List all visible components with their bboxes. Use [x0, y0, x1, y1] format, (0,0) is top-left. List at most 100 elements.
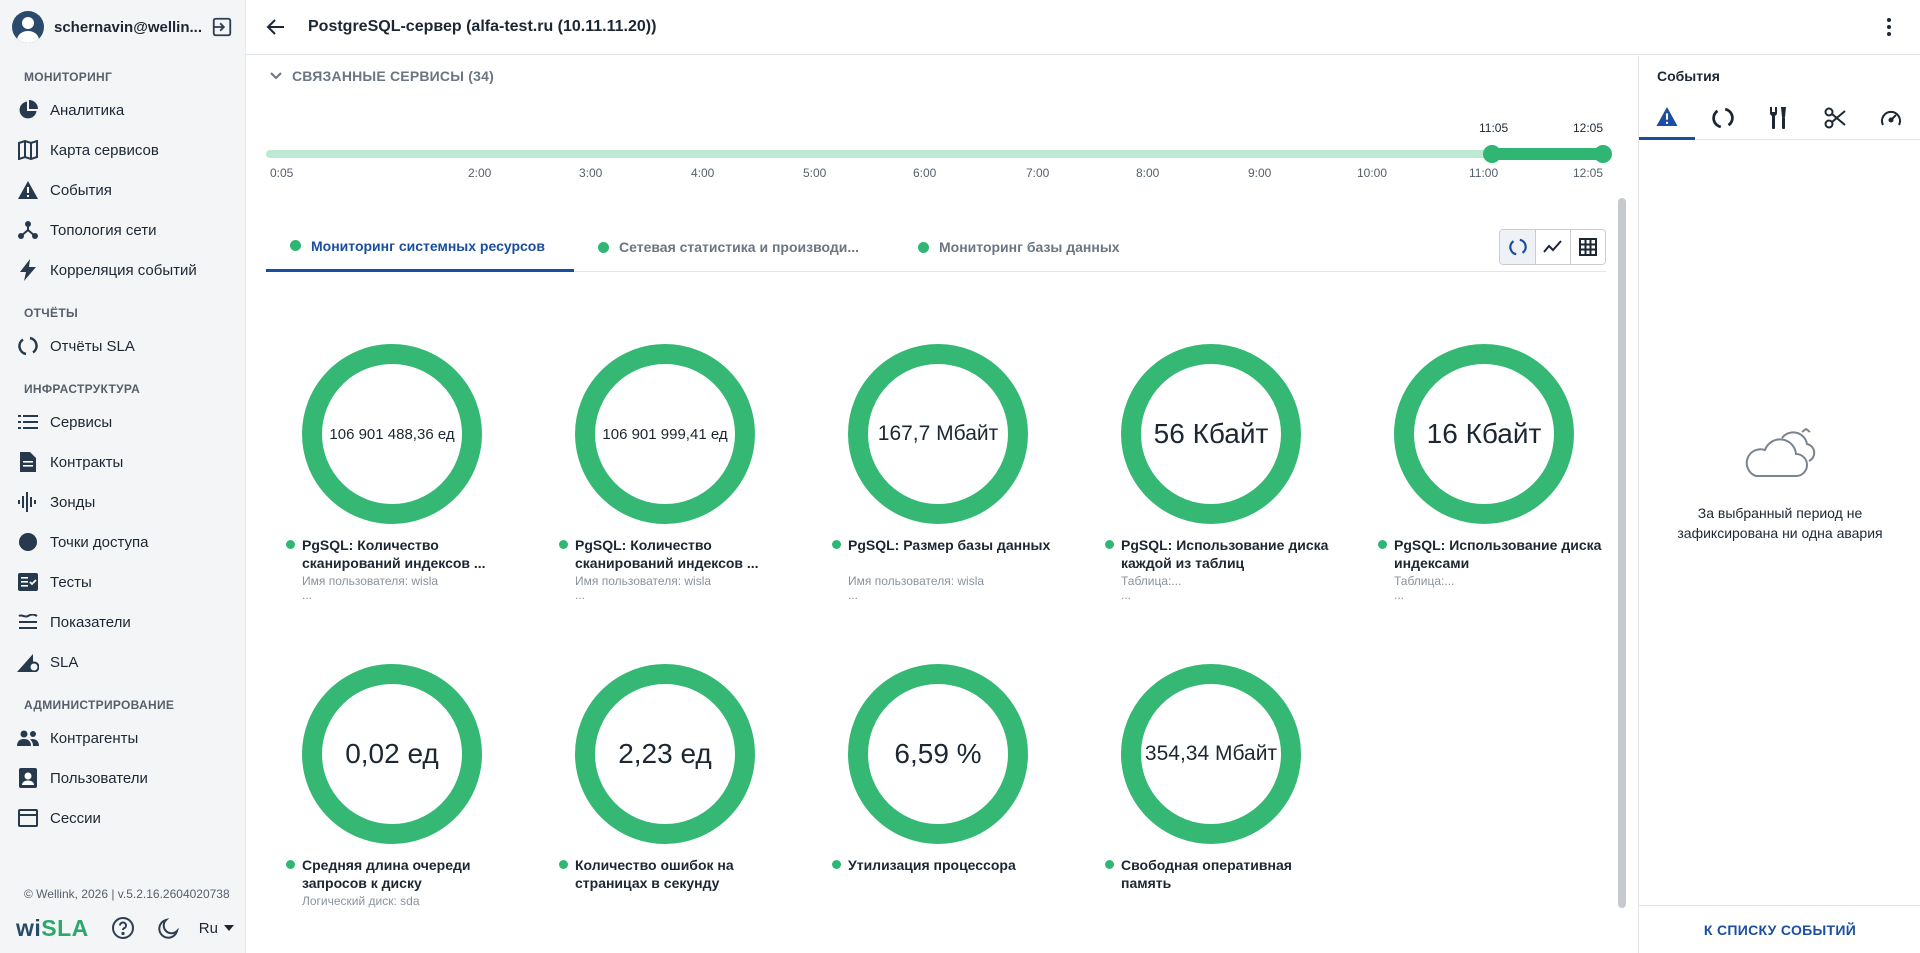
page-header: PostgreSQL-сервер (alfa-test.ru (10.11.1…: [246, 0, 1920, 55]
sidebar-item-contracts[interactable]: Контракты: [0, 442, 245, 482]
metric-sub-text: Таблица:...: [1121, 574, 1182, 588]
scrollbar[interactable]: [1618, 198, 1626, 908]
sidebar-item-access-points[interactable]: Точки доступа: [0, 522, 245, 562]
sidebar-item-services[interactable]: Сервисы: [0, 402, 245, 442]
sidebar-item-correlation[interactable]: Корреляция событий: [0, 250, 245, 290]
timeline-label: 10:00: [1357, 166, 1388, 180]
window-icon: [17, 807, 39, 829]
sidebar-item-sessions[interactable]: Сессии: [0, 798, 245, 838]
metric-value: 56 Кбайт: [1153, 418, 1269, 449]
metric-donut: 2,23 ед: [575, 664, 755, 844]
tab-system-resources[interactable]: Мониторинг системных ресурсов: [266, 222, 574, 272]
metric-sub-text: Имя пользователя: wisla: [848, 574, 985, 588]
section-monitoring: МОНИТОРИНГ: [24, 70, 113, 84]
map-icon: [17, 139, 39, 161]
tab-database-monitoring[interactable]: Мониторинг базы данных: [918, 222, 1120, 272]
metric-value: 0,02 ед: [345, 738, 439, 769]
timeline-selection[interactable]: [1492, 148, 1602, 160]
tools-icon: [1770, 107, 1786, 129]
people-icon: [17, 727, 39, 749]
status-dot: [598, 241, 609, 253]
metric-sub-more: ...: [1121, 588, 1132, 602]
sidebar-item-label: Корреляция событий: [50, 261, 197, 279]
timeline-handle-end[interactable]: [1594, 145, 1612, 163]
scissors-icon: [1824, 107, 1846, 129]
timeline-label: 8:00: [1136, 166, 1160, 180]
metric-title: Количество ошибок на страницах в секунду: [559, 856, 785, 892]
timeline-selection-start: 11:05: [1479, 121, 1509, 135]
metric-donut: 16 Кбайт: [1394, 344, 1574, 524]
back-arrow-icon[interactable]: [264, 15, 288, 39]
status-dot: [290, 240, 301, 251]
sidebar-item-topology[interactable]: Топология сети: [0, 210, 245, 250]
metric-sub-more: ...: [302, 588, 313, 602]
table-view-button[interactable]: [1570, 230, 1605, 264]
metric-title-text: PgSQL: Количество сканирований индексов …: [575, 537, 759, 571]
metric-value: 167,7 Мбайт: [877, 422, 999, 445]
metric-title: Утилизация процессора: [832, 856, 1058, 874]
sidebar-item-label: Карта сервисов: [50, 141, 159, 159]
sidebar-item-service-map[interactable]: Карта сервисов: [0, 130, 245, 170]
help-icon[interactable]: [111, 916, 135, 940]
status-dot: [1105, 540, 1114, 549]
metric-sub-more: ...: [575, 588, 586, 602]
timeline-label: 3:00: [579, 166, 603, 180]
metric-title-text: Количество ошибок на страницах в секунду: [575, 857, 734, 891]
status-dot: [1105, 860, 1114, 869]
events-tab-performance[interactable]: [1863, 96, 1919, 140]
user-name[interactable]: schernavin@wellin...: [54, 18, 203, 36]
sidebar-item-label: Контракты: [50, 453, 124, 471]
tab-label: Мониторинг системных ресурсов: [311, 237, 545, 254]
events-tab-cuts[interactable]: [1807, 96, 1863, 140]
metric-donut: 106 901 999,41 ед: [575, 344, 755, 524]
events-tab-sla[interactable]: [1695, 96, 1751, 140]
line-chart-view-button[interactable]: [1535, 230, 1570, 264]
sidebar-item-probes[interactable]: Зонды: [0, 482, 245, 522]
timeline-handle-start[interactable]: [1483, 145, 1501, 163]
metric-subtitle: Логический диск: sda: [302, 894, 420, 908]
timeline-label: 6:00: [913, 166, 937, 180]
events-tabs: [1639, 96, 1920, 140]
metric-subtitle: Имя пользователя: wisla...: [302, 574, 438, 602]
metric-title: PgSQL: Размер базы данных: [832, 536, 1058, 554]
sidebar-item-tests[interactable]: Тесты: [0, 562, 245, 602]
status-dot: [1378, 540, 1387, 549]
timeline-label: 2:00: [468, 166, 492, 180]
sidebar-item-indicators[interactable]: Показатели: [0, 602, 245, 642]
section-reports: ОТЧЁТЫ: [24, 306, 79, 320]
sidebar-bottom-bar: wiSLA Ru: [16, 913, 234, 943]
chevron-down-icon: [270, 72, 282, 80]
checklist-icon: [17, 571, 39, 593]
events-tab-maintenance[interactable]: [1751, 96, 1807, 140]
metric-sub-text: Имя пользователя: wisla: [575, 574, 712, 588]
timeline-label: 0:05: [270, 166, 294, 180]
donut-view-button[interactable]: [1500, 230, 1535, 264]
sidebar-item-counterparties[interactable]: Контрагенты: [0, 718, 245, 758]
lines-icon: [17, 611, 39, 633]
metric-title-text: Свободная оперативная память: [1121, 857, 1292, 891]
sidebar-item-analytics[interactable]: Аналитика: [0, 90, 245, 130]
sidebar-item-sla[interactable]: SLA: [0, 642, 245, 682]
metric-title: PgSQL: Использование диска индексами: [1378, 536, 1604, 572]
moon-icon[interactable]: [157, 916, 181, 940]
language-select[interactable]: Ru: [199, 920, 234, 937]
table-icon: [1579, 238, 1597, 256]
user-block[interactable]: schernavin@wellin...: [0, 0, 245, 54]
metric-subtitle: Имя пользователя: wisla...: [575, 574, 711, 602]
sidebar-item-events[interactable]: События: [0, 170, 245, 210]
more-menu-icon[interactable]: [1886, 16, 1892, 38]
events-list-link[interactable]: К СПИСКУ СОБЫТИЙ: [1639, 905, 1920, 953]
logout-icon[interactable]: [211, 16, 233, 38]
circle-arrows-icon: [1508, 238, 1527, 256]
events-tab-alarms[interactable]: [1639, 96, 1695, 140]
avatar[interactable]: [12, 11, 44, 43]
section-administration: АДМИНИСТРИРОВАНИЕ: [24, 698, 175, 712]
metric-title: Свободная оперативная память: [1105, 856, 1331, 892]
status-dot: [559, 860, 568, 869]
timeline-track[interactable]: [266, 150, 1602, 158]
sidebar-item-sla-reports[interactable]: Отчёты SLA: [0, 326, 245, 366]
metric-title-text: Средняя длина очереди запросов к диску: [302, 857, 471, 891]
sidebar-item-users[interactable]: Пользователи: [0, 758, 245, 798]
tab-network-stats[interactable]: Сетевая статистика и производи...: [598, 222, 859, 272]
linked-services-toggle[interactable]: СВЯЗАННЫЕ СЕРВИСЫ (34): [270, 68, 494, 84]
